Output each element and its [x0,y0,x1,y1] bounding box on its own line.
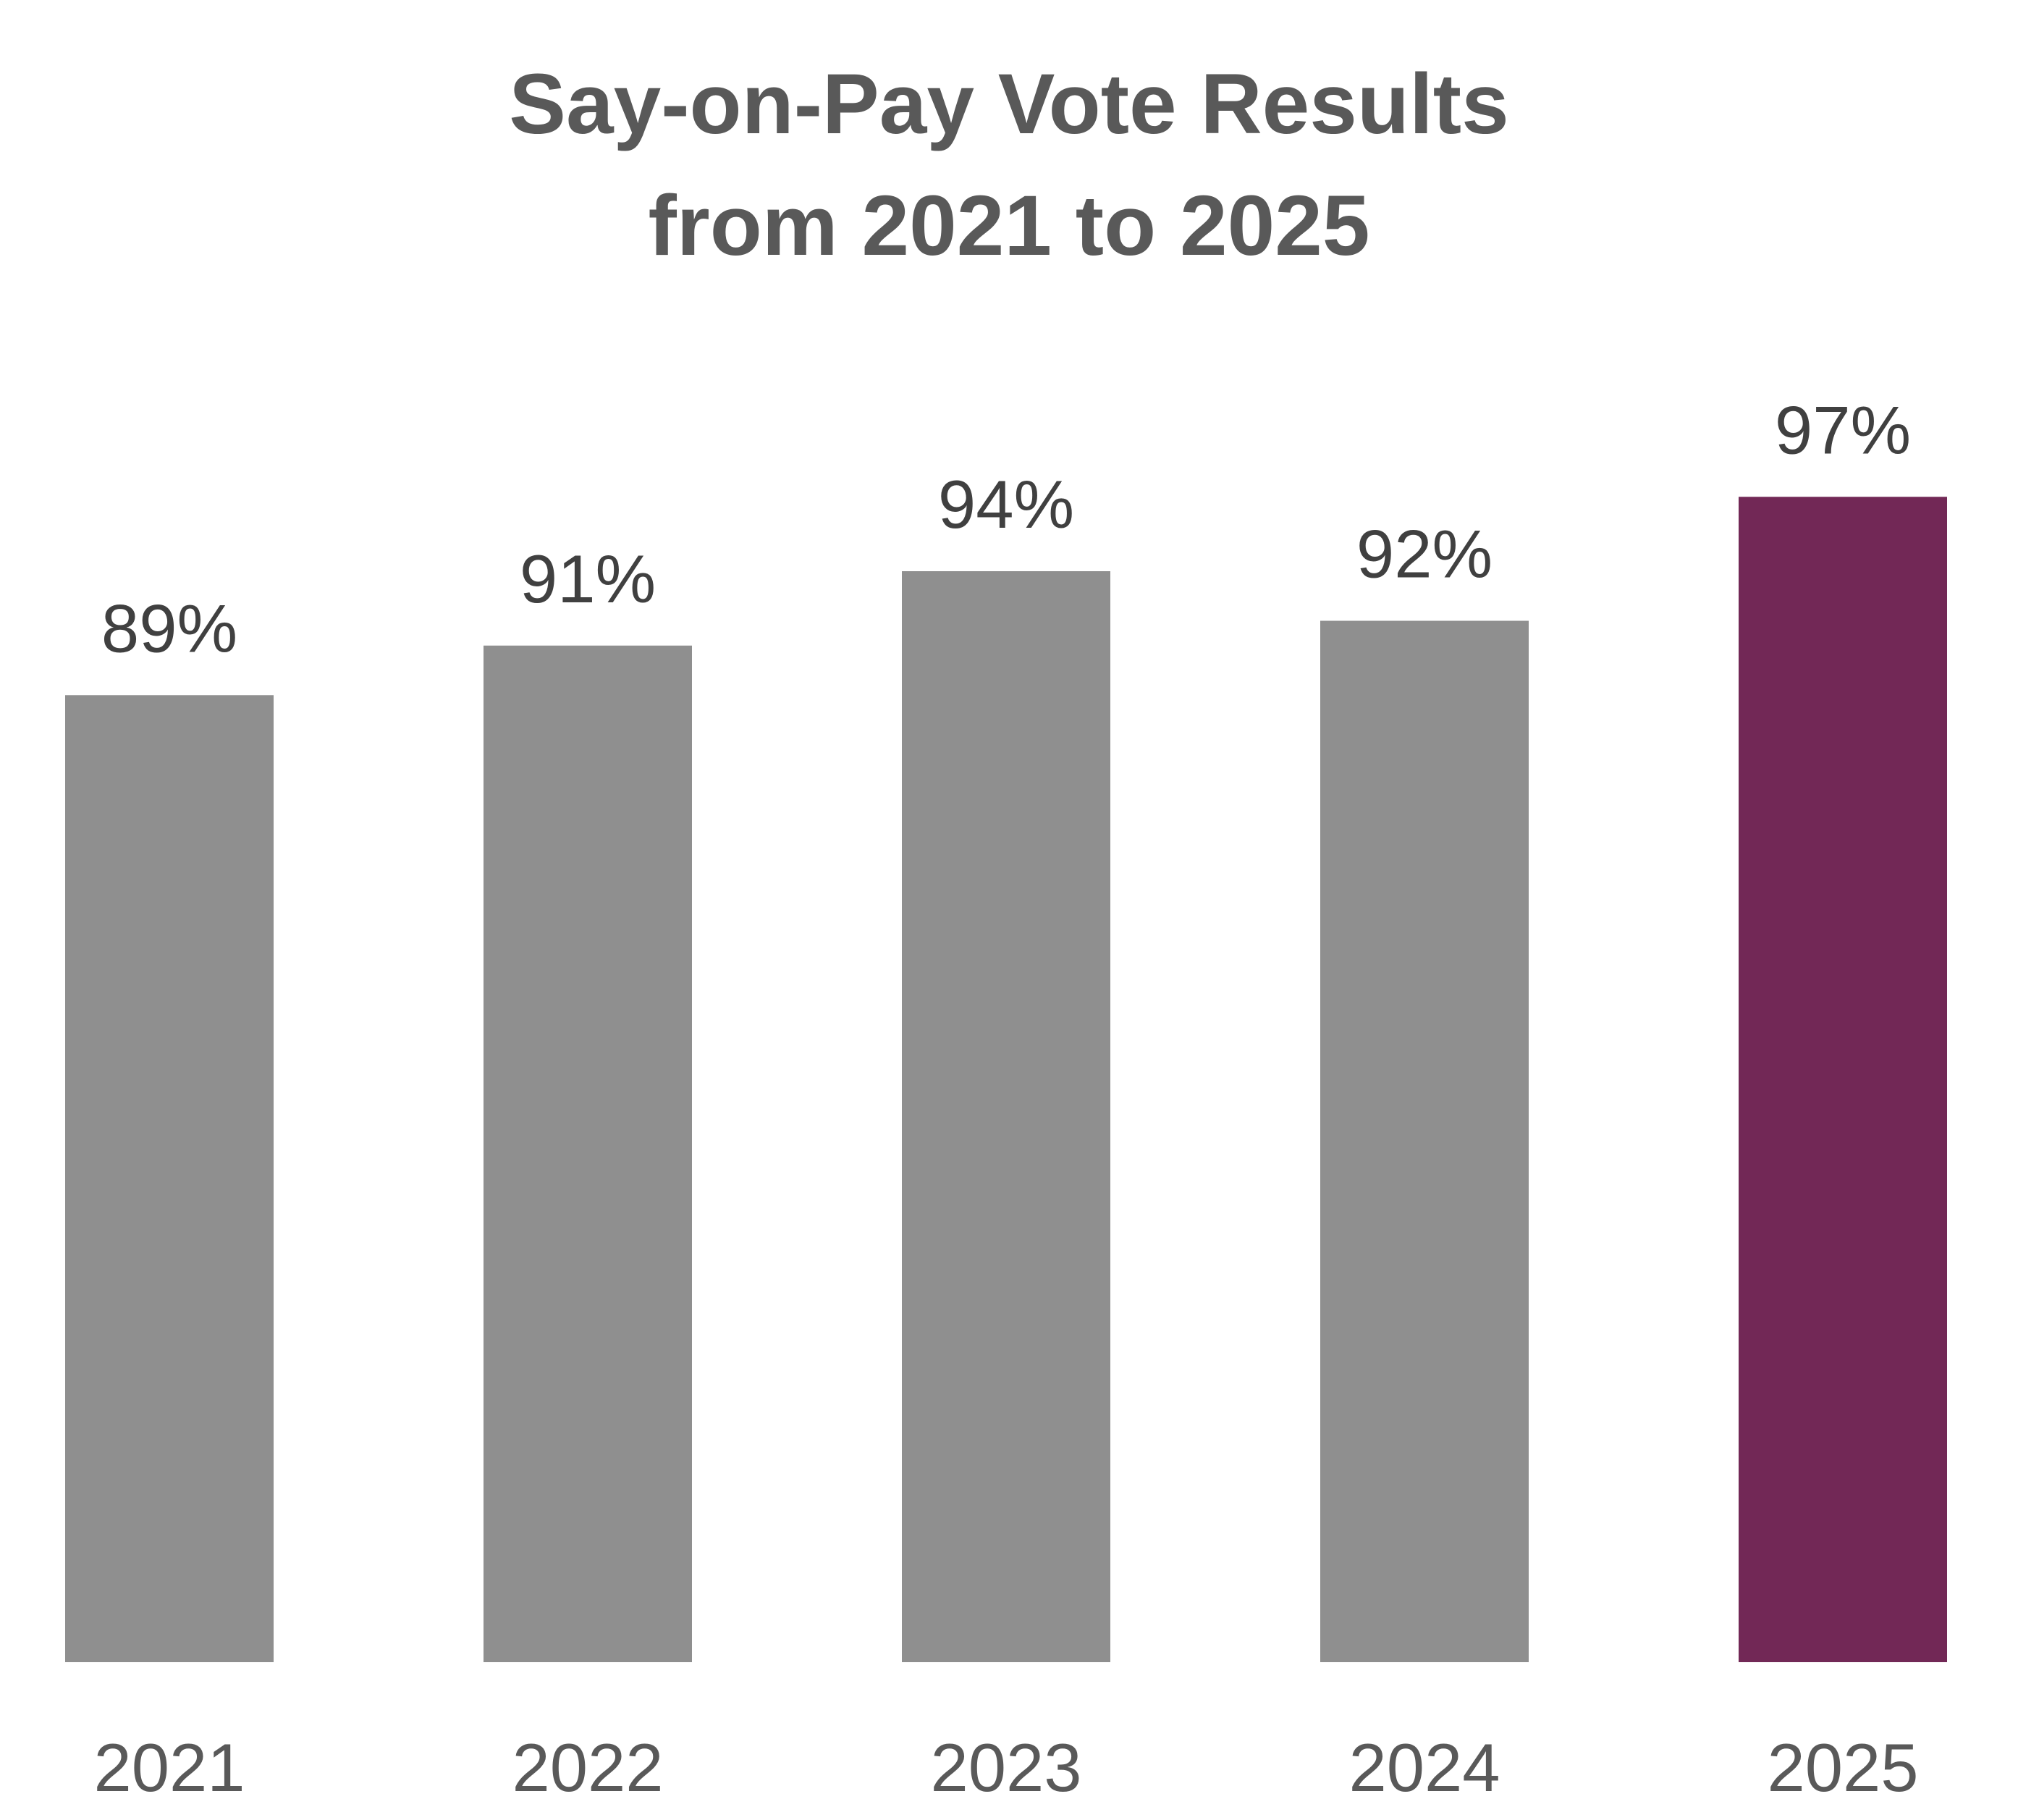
x-tick-2024: 2024 [1348,1730,1500,1806]
data-label-2023: 94% [938,466,1074,542]
chart-title-line-1: Say-on-Pay Vote Results [509,56,1509,152]
data-label-2024: 92% [1356,516,1493,592]
bar-2021 [65,695,274,1662]
data-label-2022: 91% [520,541,656,617]
data-label-2021: 89% [101,590,237,666]
x-tick-2022: 2022 [512,1730,663,1806]
bar-2024 [1320,620,1529,1662]
x-axis-ticks: 2021 2022 2023 2024 2025 [93,1730,1918,1806]
bar-2025 [1739,497,1947,1662]
x-tick-2021: 2021 [93,1730,245,1806]
x-tick-2025: 2025 [1767,1730,1918,1806]
chart-title-line-2: from 2021 to 2025 [648,178,1370,274]
data-labels-group: 89% 91% 94% 92% 97% [101,392,1911,666]
bars-group [65,497,1947,1662]
x-tick-2023: 2023 [930,1730,1081,1806]
chart-title: Say-on-Pay Vote Results from 2021 to 202… [0,43,2018,287]
bar-2023 [902,571,1110,1662]
bar-2022 [484,645,692,1662]
data-label-2025: 97% [1775,392,1911,468]
